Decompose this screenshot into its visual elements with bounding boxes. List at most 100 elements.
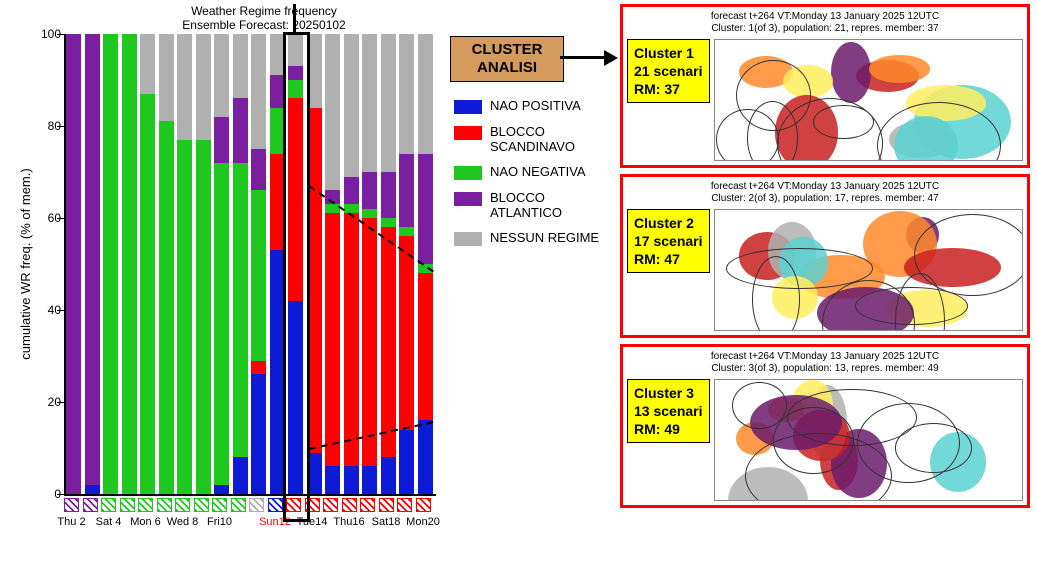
hatch-swatch [268,498,283,512]
cluster-card: forecast t+264 VT:Monday 13 January 2025… [620,344,1030,508]
cluster-header: forecast t+264 VT:Monday 13 January 2025… [627,351,1023,375]
bar-segment-nessun [381,34,396,172]
bar-segment-nao_neg [344,204,359,213]
bar-segment-blocco_scand [344,213,359,466]
bar-segment-nao_neg [325,204,340,213]
bar-segment-blocco_scand [362,218,377,466]
legend-label: BLOCCO ATLANTICO [490,190,614,220]
bar-segment-nao_neg [399,227,414,236]
hatch-swatch [323,498,338,512]
bar-column [233,34,248,494]
bar-segment-blocco_atl [381,172,396,218]
cluster-card: forecast t+264 VT:Monday 13 January 2025… [620,174,1030,338]
hatch-swatch [212,498,227,512]
bar-column [399,34,414,494]
bar-segment-blocco_atl [344,177,359,205]
legend-label: NESSUN REGIME [490,230,599,245]
legend-swatch [454,166,482,180]
cluster-card: forecast t+264 VT:Monday 13 January 2025… [620,4,1030,168]
bar-column [381,34,396,494]
bar-segment-nao_pos [418,420,433,494]
legend-item: NAO POSITIVA [454,98,614,114]
x-axis-labels: Thu 2Sat 4Mon 6Wed 8Fri10Sun12Tue14Thu16… [64,516,434,536]
cluster-map [714,39,1024,161]
bar-segment-nessun [196,34,211,140]
legend-swatch [454,192,482,206]
bar-segment-nao_pos [399,430,414,494]
hatch-swatch [397,498,412,512]
bar-segment-nao_neg [122,34,137,494]
hatch-swatch [360,498,375,512]
bar-segment-nao_neg [140,94,155,494]
cluster-label: Cluster 2 17 scenari RM: 47 [627,209,710,273]
legend-swatch [454,100,482,114]
chart-plot-area [64,34,436,496]
bar-segment-nao_pos [85,485,100,494]
bar-segment-nao_pos [214,485,229,494]
hatch-swatch [379,498,394,512]
legend-label: BLOCCO SCANDINAVO [490,124,614,154]
bar-column [159,34,174,494]
bar-segment-nao_pos [325,466,340,494]
hatch-swatch [120,498,135,512]
bar-segment-nessun [251,34,266,149]
legend-label: NAO POSITIVA [490,98,581,113]
cluster-analysis-box: CLUSTER ANALISI [450,36,564,82]
bar-segment-nessun [399,34,414,154]
bar-segment-blocco_atl [233,98,248,162]
bar-segment-blocco_scand [325,213,340,466]
bar-segment-nessun [344,34,359,177]
hatch-swatch [194,498,209,512]
bar-segment-blocco_scand [381,227,396,457]
hatch-swatch [231,498,246,512]
bar-segment-nessun [159,34,174,121]
cluster-maps-panel: forecast t+264 VT:Monday 13 January 2025… [620,4,1030,508]
bar-segment-nessun [325,34,340,190]
arrow-line [560,56,606,59]
bar-segment-nessun [177,34,192,140]
bar-column [140,34,155,494]
hatch-swatch [249,498,264,512]
bar-segment-nao_neg [381,218,396,227]
bar-segment-nao_pos [251,374,266,494]
hatch-swatch [157,498,172,512]
bar-segment-blocco_atl [325,190,340,204]
hatch-swatch [83,498,98,512]
hatch-row [64,498,434,512]
chart-title-line1: Weather Regime frequency [84,4,444,18]
bar-segment-nao_pos [233,457,248,494]
bar-column [251,34,266,494]
bar-segment-blocco_atl [66,34,81,494]
bar-column [103,34,118,494]
cluster-label: Cluster 3 13 scenari RM: 49 [627,379,710,443]
cluster-box-line2: ANALISI [457,59,557,77]
bar-segment-nao_pos [362,466,377,494]
bar-segment-nao_neg [103,34,118,494]
legend-item: NESSUN REGIME [454,230,614,246]
bar-segment-nao_neg [251,190,266,360]
bar-column [85,34,100,494]
bar-column [177,34,192,494]
x-tick-label: Mon20 [406,516,440,528]
legend-swatch [454,232,482,246]
x-tick-label: Sat 4 [96,516,122,528]
cluster-map [714,209,1024,331]
hatch-swatch [138,498,153,512]
bar-segment-blocco_atl [85,34,100,485]
hatch-swatch [416,498,431,512]
cluster-header: forecast t+264 VT:Monday 13 January 2025… [627,181,1023,205]
bar-segment-nao_pos [381,457,396,494]
bar-segment-blocco_atl [214,117,229,163]
legend-item: BLOCCO ATLANTICO [454,190,614,220]
legend: NAO POSITIVABLOCCO SCANDINAVONAO NEGATIV… [454,98,614,256]
bar-column [214,34,229,494]
bar-segment-blocco_atl [399,154,414,228]
x-tick-label: Mon 6 [130,516,161,528]
cluster-map [714,379,1024,501]
bar-segment-blocco_scand [418,273,433,420]
x-tick-label: Wed 8 [167,516,199,528]
bar-segment-nessun [362,34,377,172]
barchart-panel: Weather Regime frequency Ensemble Foreca… [4,4,614,558]
hatch-swatch [101,498,116,512]
bar-column [418,34,433,494]
